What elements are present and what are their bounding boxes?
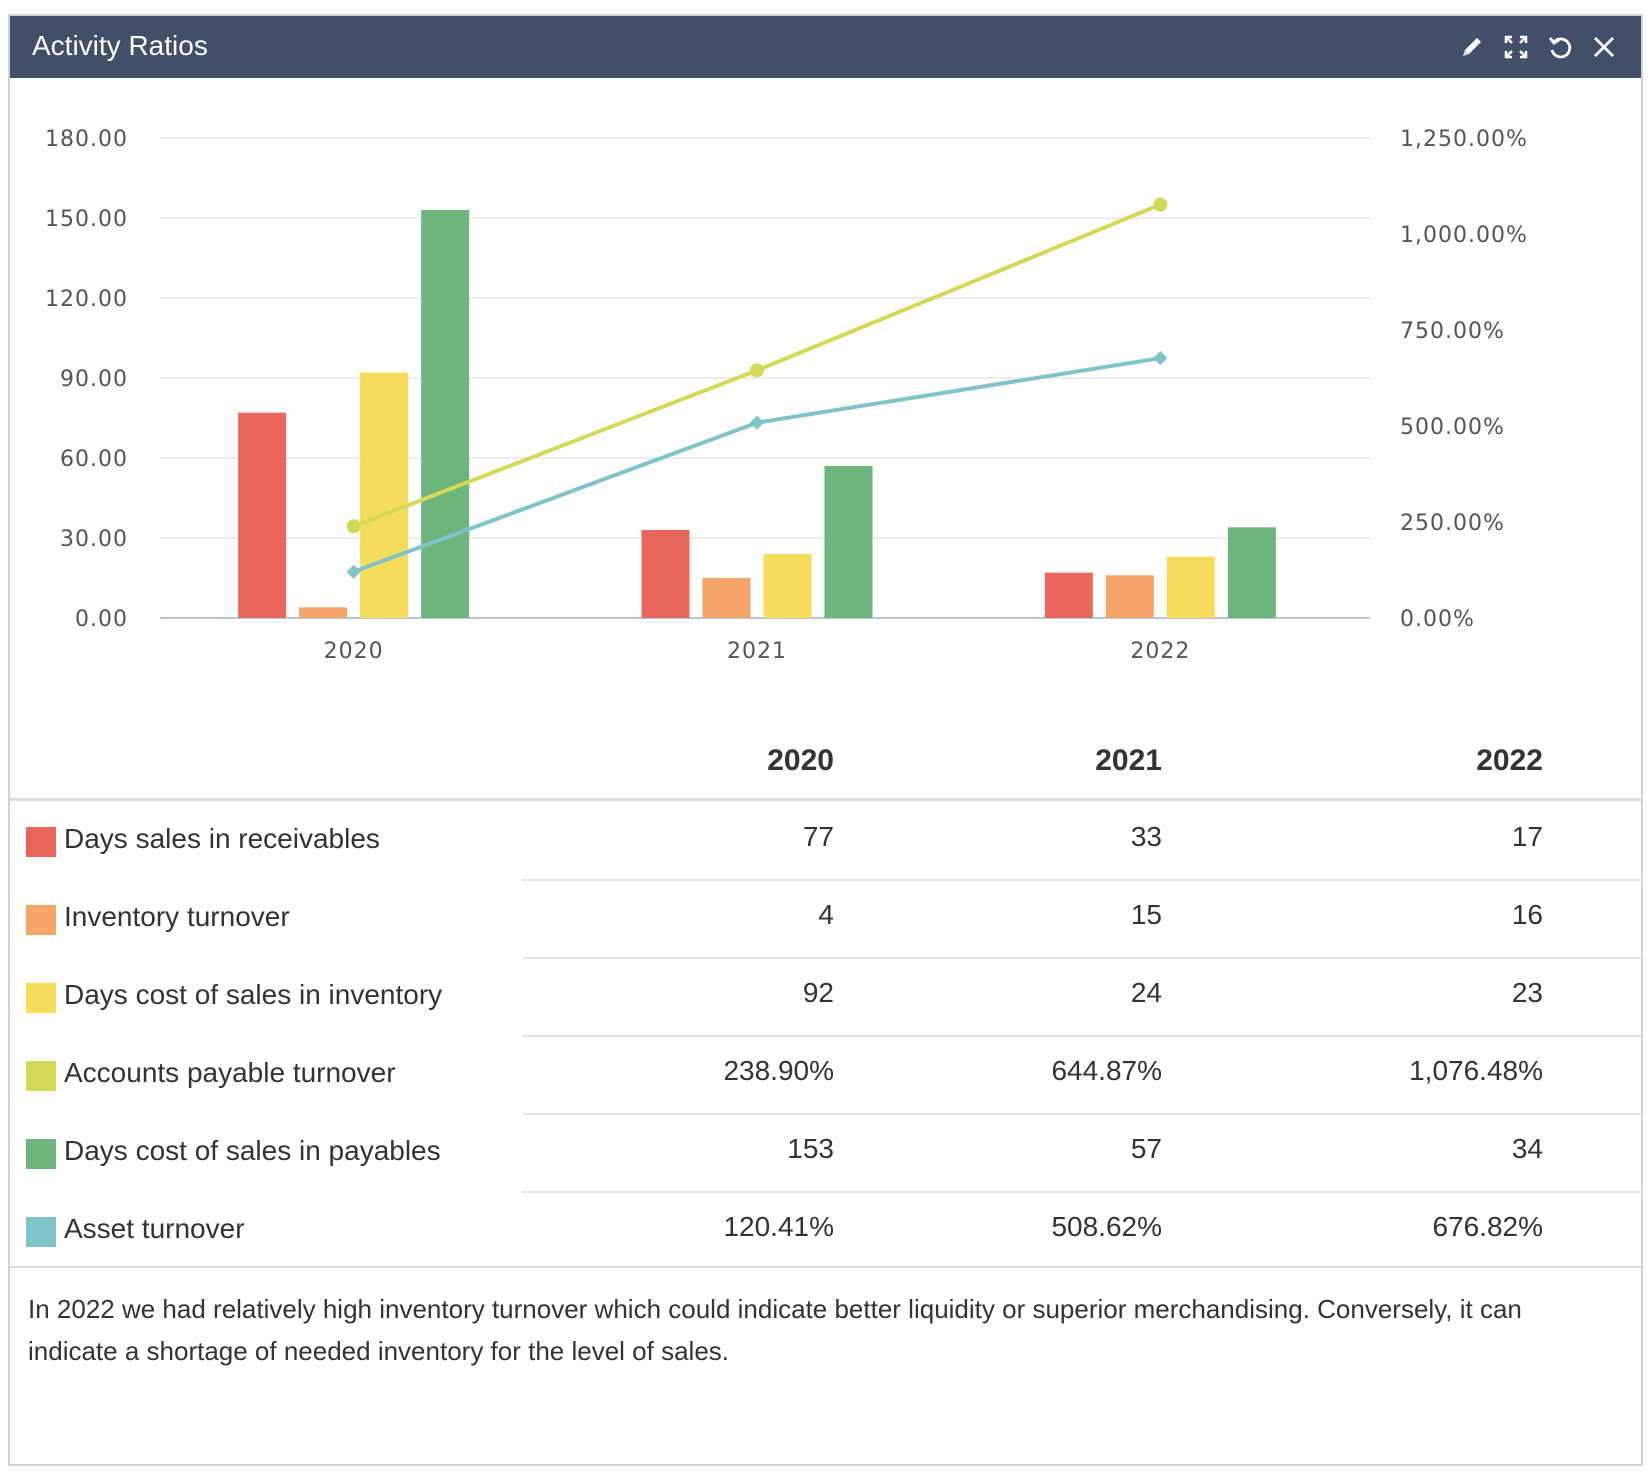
x-axis-tick-label: 2020 [324,639,384,664]
row-divider [522,957,1641,959]
right-axis-tick-label: 750.00% [1400,319,1505,344]
widget-title-bar: Activity Ratios [10,16,1641,78]
table-cell: 16 [1511,899,1543,930]
row-label: Days cost of sales in payables [64,1135,441,1166]
table-row: Accounts payable turnover 238.90% 644.87… [10,1035,1641,1115]
footer-divider [10,1266,1641,1268]
left-axis-tick-label: 180.00 [45,127,128,152]
table-row: Days sales in receivables 77 33 17 [10,801,1641,881]
bar [1044,572,1093,618]
right-axis-tick-label: 1,250.00% [1400,127,1528,152]
x-axis-tick-label: 2021 [727,639,787,664]
table-cell: 153 [787,1133,834,1164]
table-header-year: 2022 [1476,744,1543,777]
table-cell: 676.82% [1432,1211,1543,1242]
row-label: Days sales in receivables [64,823,380,854]
table-header: 2020 2021 2022 [10,706,1641,801]
row-label: Asset turnover [64,1213,245,1244]
line-point [749,415,765,430]
widget-title: Activity Ratios [32,30,208,61]
bar [421,210,470,618]
pencil-icon[interactable] [1457,32,1487,62]
table-cell: 1,076.48% [1409,1055,1543,1086]
close-icon[interactable] [1589,32,1619,62]
line-point [346,519,361,534]
table-cell: 57 [1130,1133,1162,1164]
table-cell: 77 [802,821,834,852]
bar [1166,556,1215,618]
table-cell: 4 [818,899,834,930]
legend-swatch [26,827,56,857]
line-point [346,564,361,579]
table-cell: 34 [1511,1133,1543,1164]
left-axis-tick-label: 30.00 [60,527,128,552]
legend-swatch [26,1139,56,1169]
bar [702,578,751,618]
bar [238,412,287,618]
undo-icon[interactable] [1545,32,1575,62]
bar [641,530,690,618]
commentary-text: In 2022 we had relatively high inventory… [28,1294,1522,1366]
chart-canvas: 0.00 30.00 60.00 90.00 120.00 150.00 180.00 0.0… [45,127,1528,664]
table-row: Days cost of sales in inventory 92 24 23 [10,957,1641,1037]
right-axis-tick-label: 250.00% [1400,511,1505,536]
line-point [750,363,764,378]
table-cell: 15 [1130,899,1162,930]
table-cell: 33 [1130,821,1162,852]
table-cell: 24 [1130,977,1162,1008]
table-cell: 92 [802,977,834,1008]
table-cell: 238.90% [723,1055,834,1086]
row-divider [522,1191,1641,1193]
legend-swatch [26,1061,56,1091]
activity-ratios-chart: 0.00 30.00 60.00 90.00 120.00 150.00 180.00 0.0… [10,78,1645,698]
row-label: Accounts payable turnover [64,1057,396,1088]
left-axis-tick-label: 60.00 [60,447,128,472]
line-point [1153,351,1168,366]
title-bar-actions [1457,30,1619,64]
x-axis-tick-label: 2022 [1130,639,1190,664]
bar [360,372,409,618]
bar [1227,527,1276,618]
expand-icon[interactable] [1501,32,1531,62]
row-label: Days cost of sales in inventory [64,979,443,1010]
right-axis-tick-label: 1,000.00% [1400,223,1528,248]
row-divider [522,1113,1641,1115]
right-axis-tick-label: 0.00% [1400,607,1475,632]
right-axis-tick-label: 500.00% [1400,415,1505,440]
series-line [352,356,1161,574]
left-axis-tick-label: 90.00 [60,367,128,392]
row-divider [522,1035,1641,1037]
header-divider [10,798,1641,801]
legend-swatch [26,1217,56,1247]
activity-ratios-widget: Activity Ratios 0.00 30.00 60.00 90.00 1 [8,14,1643,1466]
legend-swatch [26,983,56,1013]
table-cell: 120.41% [723,1211,834,1242]
row-label: Inventory turnover [64,901,290,932]
bar [824,466,873,618]
line-point [1153,197,1168,212]
table-row: Asset turnover 120.41% 508.62% 676.82% [10,1191,1641,1271]
bar [763,554,812,618]
table-cell: 508.62% [1051,1211,1162,1242]
left-axis-tick-label: 150.00 [45,207,128,232]
table-header-year: 2020 [767,744,834,777]
table-row: Inventory turnover 4 15 16 [10,879,1641,959]
row-divider [522,879,1641,881]
table-cell: 23 [1511,977,1543,1008]
bar [299,607,348,618]
table-cell: 644.87% [1051,1055,1162,1086]
bar [1105,575,1154,618]
table-header-year: 2021 [1095,744,1162,777]
left-axis-tick-label: 120.00 [45,287,128,312]
left-axis-tick-label: 0.00 [75,607,128,632]
legend-swatch [26,905,56,935]
table-cell: 17 [1511,821,1543,852]
table-row: Days cost of sales in payables 153 57 34 [10,1113,1641,1193]
